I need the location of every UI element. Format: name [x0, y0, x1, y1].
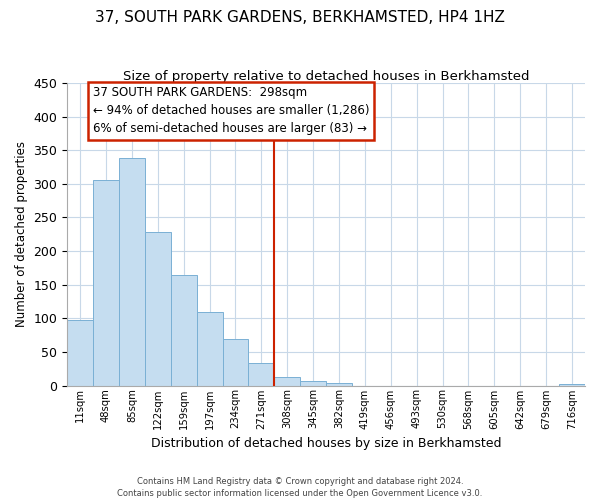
Bar: [93, 180, 119, 386]
X-axis label: Distribution of detached houses by size in Berkhamsted: Distribution of detached houses by size …: [151, 437, 502, 450]
Bar: [326, 384, 352, 386]
Text: 37 SOUTH PARK GARDENS:  298sqm
← 94% of detached houses are smaller (1,286)
6% o: 37 SOUTH PARK GARDENS: 298sqm ← 94% of d…: [93, 86, 370, 136]
Bar: [119, 158, 145, 386]
Bar: [300, 381, 326, 386]
Bar: [223, 339, 248, 386]
Text: 37, SOUTH PARK GARDENS, BERKHAMSTED, HP4 1HZ: 37, SOUTH PARK GARDENS, BERKHAMSTED, HP4…: [95, 10, 505, 25]
Bar: [248, 362, 274, 386]
Y-axis label: Number of detached properties: Number of detached properties: [15, 142, 28, 328]
Bar: [171, 274, 197, 386]
Bar: [197, 312, 223, 386]
Text: Contains HM Land Registry data © Crown copyright and database right 2024.
Contai: Contains HM Land Registry data © Crown c…: [118, 476, 482, 498]
Bar: [559, 384, 585, 386]
Bar: [145, 232, 171, 386]
Bar: [274, 377, 300, 386]
Title: Size of property relative to detached houses in Berkhamsted: Size of property relative to detached ho…: [123, 70, 529, 83]
Bar: [67, 320, 93, 386]
